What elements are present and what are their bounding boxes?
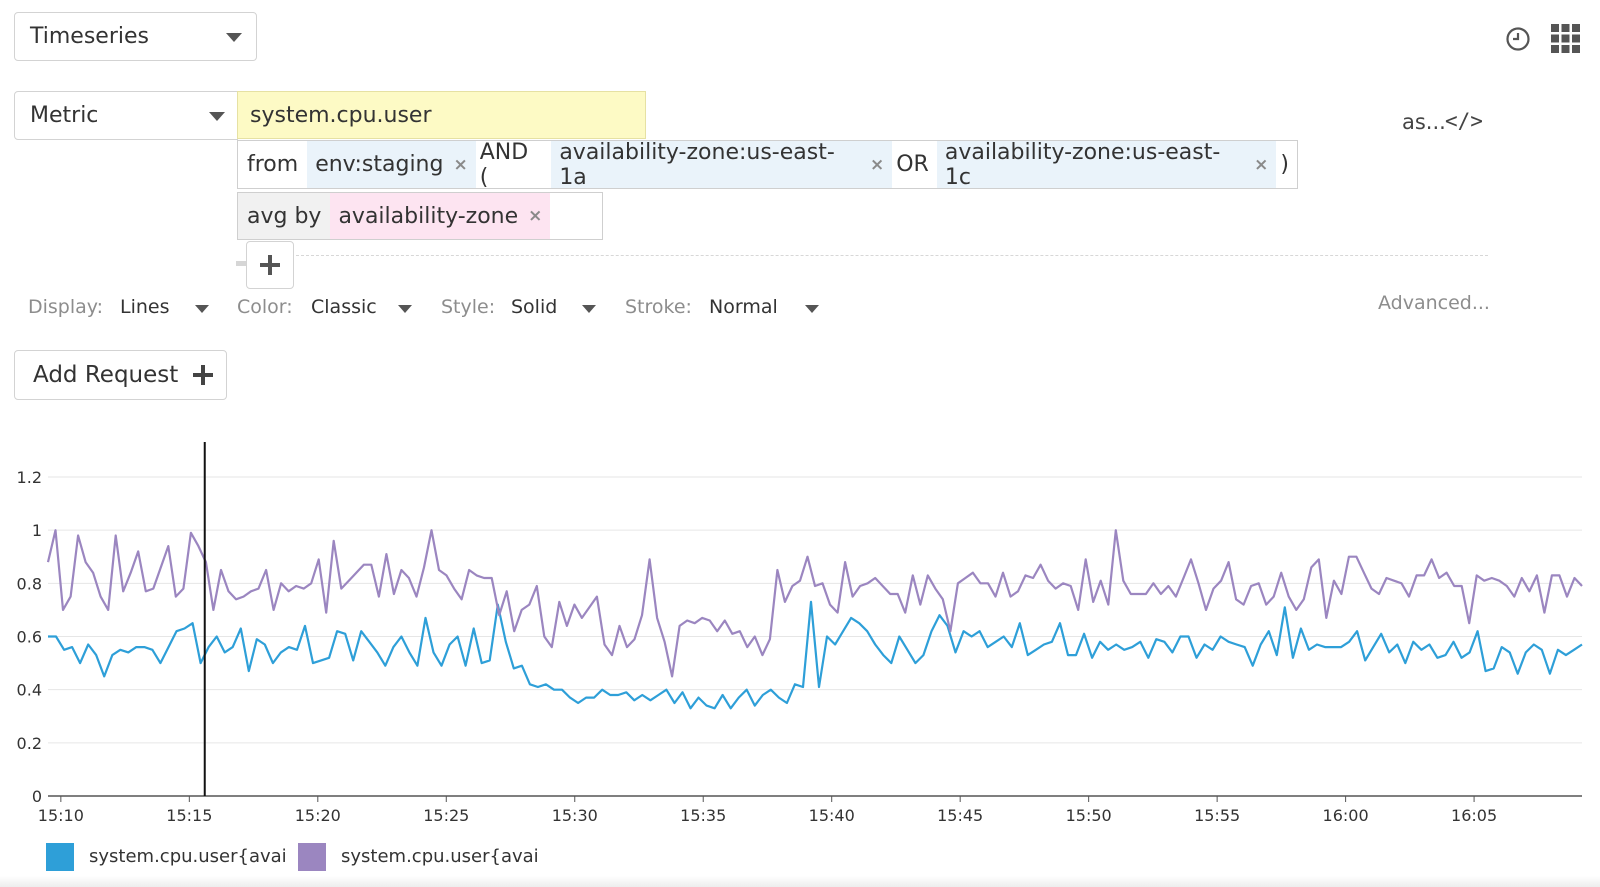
x-tick-label: 16:05 xyxy=(1451,806,1497,825)
widget-type-value: Timeseries xyxy=(30,24,149,49)
divider xyxy=(296,255,1488,256)
advanced-link[interactable]: Advanced... xyxy=(1378,292,1490,314)
filter-tag-label: availability-zone:us-east-1a xyxy=(559,139,835,190)
chevron-down-icon[interactable] xyxy=(582,305,596,313)
x-axis: 15:10 15:15 15:20 15:25 15:30 15:35 15:40 15:45… xyxy=(38,796,1497,825)
style-label: Style: xyxy=(441,296,496,318)
color-select[interactable]: Classic xyxy=(311,296,377,318)
bottom-edge xyxy=(0,876,1600,887)
x-tick-label: 15:45 xyxy=(937,806,983,825)
chevron-down-icon[interactable] xyxy=(805,305,819,313)
chevron-down-icon[interactable] xyxy=(398,305,412,313)
remove-tag-icon[interactable]: × xyxy=(1254,154,1269,175)
avg-by-keyword: avg by xyxy=(238,193,331,239)
and-operator: AND ( xyxy=(479,139,529,190)
chevron-down-icon xyxy=(209,112,225,121)
add-request-button[interactable]: Add Request xyxy=(14,350,227,400)
widget-type-select[interactable]: Timeseries xyxy=(14,12,257,61)
metric-input[interactable]: system.cpu.user xyxy=(237,91,646,139)
filter-tag-zone-1c[interactable]: availability-zone:us-east-1c × xyxy=(936,139,1277,190)
x-tick-label: 15:55 xyxy=(1194,806,1240,825)
plus-icon xyxy=(260,255,280,275)
source-type-select[interactable]: Metric xyxy=(14,91,238,140)
x-tick-label: 15:35 xyxy=(680,806,726,825)
chevron-down-icon[interactable] xyxy=(195,305,209,313)
filter-tag-zone-1a[interactable]: availability-zone:us-east-1a × xyxy=(551,139,893,190)
x-tick-label: 15:30 xyxy=(552,806,598,825)
as-alias-link[interactable]: as... xyxy=(1402,110,1446,134)
y-tick-label: 0 xyxy=(32,787,42,806)
y-tick-label: 1.2 xyxy=(17,468,42,487)
y-tick-label: 0.4 xyxy=(17,681,42,700)
grid-icon[interactable] xyxy=(1551,24,1580,53)
clock-icon[interactable] xyxy=(1505,26,1531,52)
x-tick-label: 15:10 xyxy=(38,806,84,825)
y-axis: 0 0.2 0.4 0.6 0.8 1 1.2 xyxy=(17,468,42,806)
y-tick-label: 0.2 xyxy=(17,734,42,753)
y-tick-label: 1 xyxy=(32,521,42,540)
x-tick-label: 15:50 xyxy=(1066,806,1112,825)
add-query-button[interactable] xyxy=(246,241,294,289)
stroke-label: Stroke: xyxy=(625,296,692,318)
series-line-2[interactable] xyxy=(46,529,1583,678)
color-label: Color: xyxy=(237,296,293,318)
chevron-down-icon xyxy=(226,33,242,42)
legend-label-1[interactable]: system.cpu.user{avai xyxy=(89,846,287,867)
close-paren: ) xyxy=(1280,152,1289,177)
display-select[interactable]: Lines xyxy=(120,296,170,318)
from-filter-row[interactable]: from env:staging × AND ( availability-zo… xyxy=(237,139,1298,190)
legend-swatch-2 xyxy=(298,843,326,871)
dash-stub xyxy=(236,261,246,266)
legend-label-2[interactable]: system.cpu.user{avai xyxy=(341,846,539,867)
group-tag-label: availability-zone xyxy=(338,203,519,229)
group-by-row[interactable]: avg by availability-zone × xyxy=(237,192,603,240)
x-tick-label: 15:20 xyxy=(295,806,341,825)
remove-tag-icon[interactable]: × xyxy=(528,206,543,226)
timeseries-chart[interactable]: 00.20.40.60.811.2 15:10 15:15 15:20 15:25 15… xyxy=(0,440,1600,830)
source-type-value: Metric xyxy=(30,103,99,128)
x-tick-label: 15:40 xyxy=(809,806,855,825)
metric-value: system.cpu.user xyxy=(250,102,432,128)
series-line-1[interactable] xyxy=(48,600,1583,710)
y-tick-label: 0.6 xyxy=(17,628,42,647)
x-tick-label: 15:15 xyxy=(166,806,212,825)
display-label: Display: xyxy=(28,296,104,318)
y-tick-label: 0.8 xyxy=(17,574,42,593)
style-select[interactable]: Solid xyxy=(511,296,558,318)
x-tick-label: 15:25 xyxy=(423,806,469,825)
from-keyword: from xyxy=(247,152,299,177)
remove-tag-icon[interactable]: × xyxy=(869,154,885,175)
stroke-select[interactable]: Normal xyxy=(709,296,778,318)
plus-icon xyxy=(193,365,214,385)
filter-tag-env[interactable]: env:staging × xyxy=(307,141,476,188)
remove-tag-icon[interactable]: × xyxy=(453,154,468,175)
filter-tag-label: availability-zone:us-east-1c xyxy=(944,139,1221,190)
code-icon[interactable]: </> xyxy=(1445,109,1483,133)
legend-swatch-1 xyxy=(46,843,74,871)
series-lines xyxy=(46,529,1583,710)
filter-tag-label: env:staging xyxy=(315,152,444,177)
x-tick-label: 16:00 xyxy=(1323,806,1369,825)
add-request-label: Add Request xyxy=(33,362,179,388)
or-operator: OR xyxy=(896,152,929,177)
group-tag[interactable]: availability-zone × xyxy=(330,193,551,239)
